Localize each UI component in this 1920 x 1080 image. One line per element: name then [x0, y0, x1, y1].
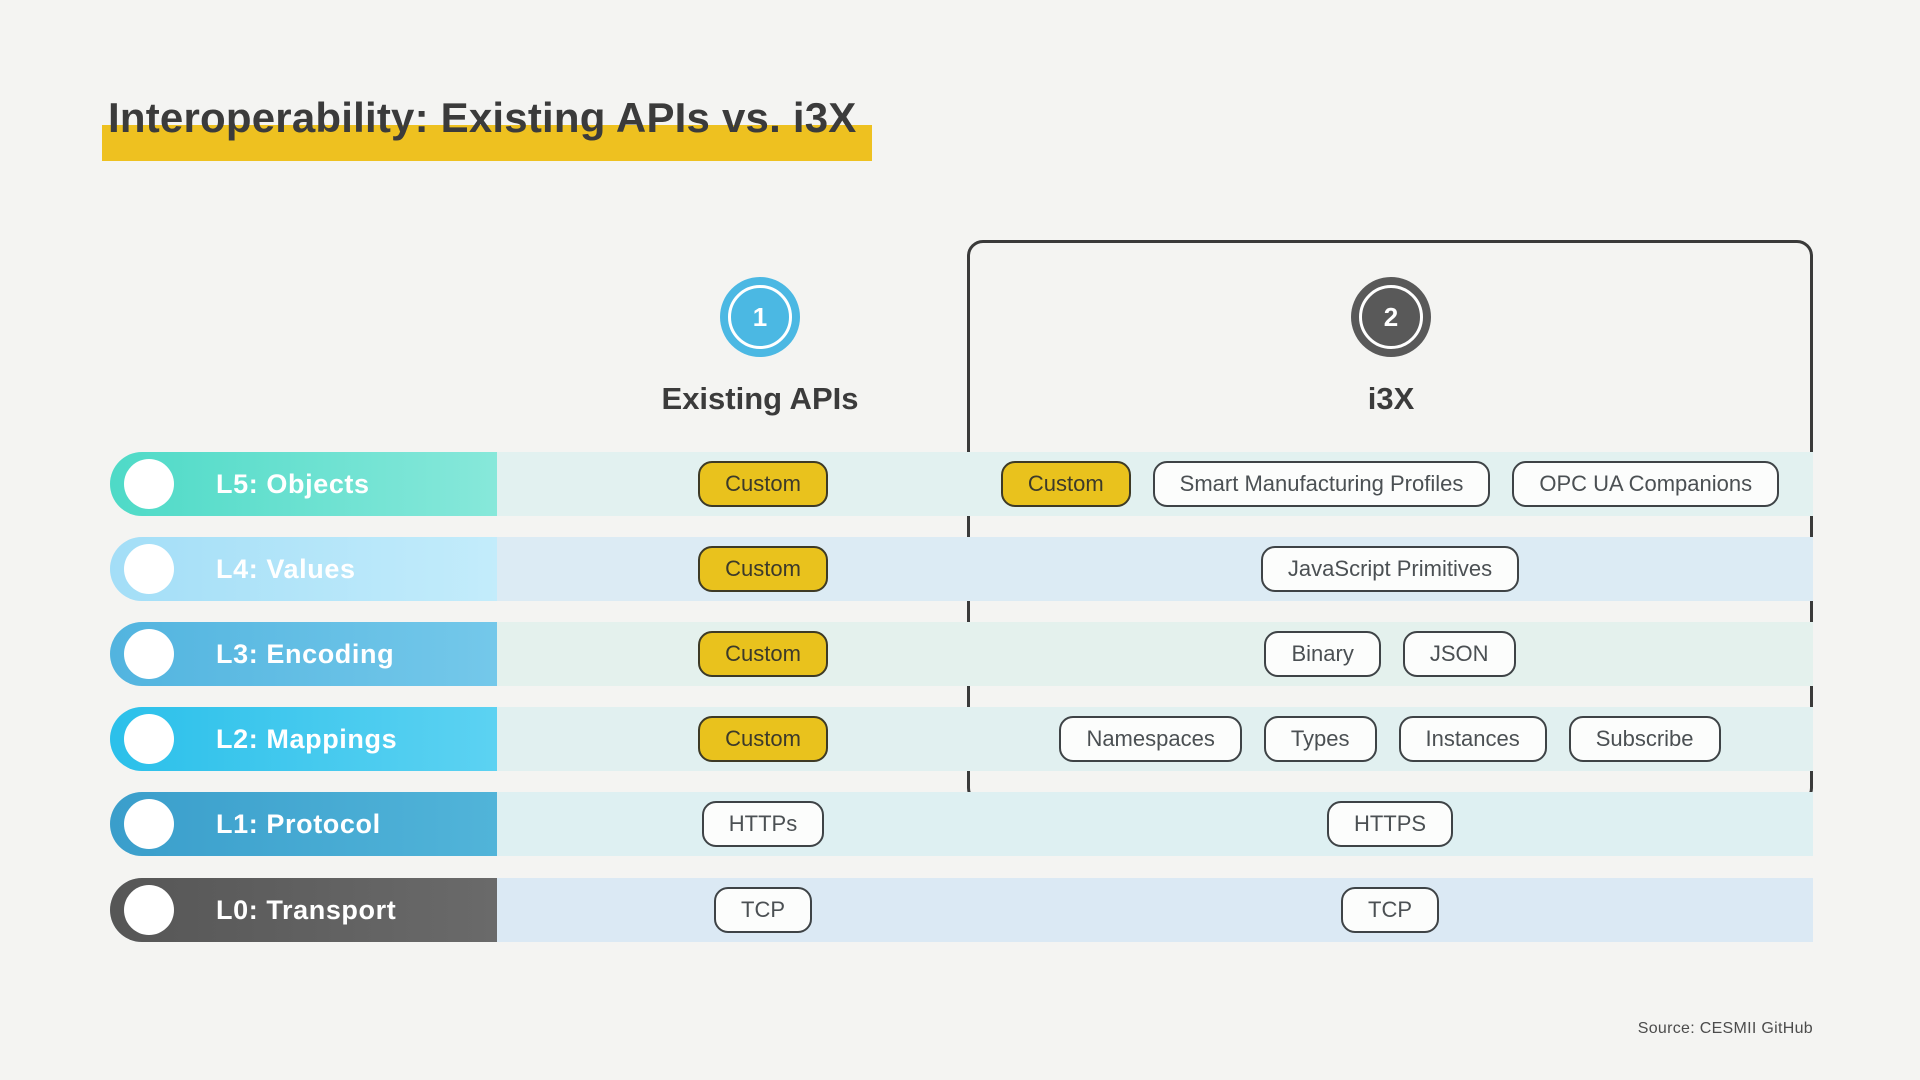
existing-apis-cell: TCP: [497, 878, 1029, 942]
page-title: Interoperability: Existing APIs vs. i3X: [108, 94, 857, 141]
badge-number: 2: [1383, 301, 1399, 332]
existing-apis-cell: Custom: [497, 537, 1029, 601]
layer-bullet-circle: [124, 714, 174, 764]
layer-bullet-circle: [124, 629, 174, 679]
column-title: i3X: [1367, 381, 1415, 416]
existing-apis-cell: Custom: [497, 452, 1029, 516]
pill-subscribe: Subscribe: [1568, 716, 1721, 762]
layer-label: L4: Values: [110, 537, 497, 601]
existing-apis-cell: HTTPs: [497, 792, 1029, 856]
source-attribution: Source: CESMII GitHub: [1637, 1020, 1813, 1037]
pill-https-existing: HTTPs: [701, 801, 825, 847]
layer-label-text: L5: Objects: [216, 468, 370, 499]
i3x-cell: JavaScript Primitives: [967, 537, 1813, 601]
pill-json: JSON: [1402, 631, 1516, 677]
i3x-cell: Binary JSON: [967, 622, 1813, 686]
column-title: Existing APIs: [661, 381, 859, 416]
pill-custom: Custom: [698, 546, 828, 592]
i3x-cell: Namespaces Types Instances Subscribe: [967, 707, 1813, 771]
pill-namespaces: Namespaces: [1059, 716, 1242, 762]
column-number-badge-2: 2: [1351, 277, 1431, 357]
layer-row-l4: L4: Values Custom JavaScript Primitives: [110, 537, 1813, 601]
column-header-existing-apis: 1 Existing APIs: [600, 277, 920, 417]
i3x-cell: Custom Smart Manufacturing Profiles OPC …: [967, 452, 1813, 516]
pill-https-i3x: HTTPS: [1326, 801, 1454, 847]
existing-apis-cell: Custom: [497, 707, 1029, 771]
title-highlight-bar: [102, 125, 873, 161]
pill-tcp-i3x: TCP: [1341, 887, 1439, 933]
layer-label-text: L3: Encoding: [216, 638, 395, 669]
layer-label-text: L1: Protocol: [216, 808, 381, 839]
layer-label: L0: Transport: [110, 878, 497, 942]
i3x-cell: HTTPS: [967, 792, 1813, 856]
layer-label: L5: Objects: [110, 452, 497, 516]
existing-apis-cell: Custom: [497, 622, 1029, 686]
badge-ring: [1359, 285, 1423, 349]
layer-row-l3: L3: Encoding Custom Binary JSON: [110, 622, 1813, 686]
layer-bullet-circle: [124, 885, 174, 935]
layer-label-text: L2: Mappings: [216, 723, 398, 754]
layer-label: L2: Mappings: [110, 707, 497, 771]
pill-types: Types: [1263, 716, 1377, 762]
layer-row-l5: L5: Objects Custom Custom Smart Manufact…: [110, 452, 1813, 516]
layer-bullet-circle: [124, 799, 174, 849]
layer-row-l1: L1: Protocol HTTPs HTTPS: [110, 792, 1813, 856]
layer-label-text: L0: Transport: [216, 894, 397, 925]
pill-custom: Custom: [698, 461, 828, 507]
pill-opc-ua-companions: OPC UA Companions: [1512, 461, 1780, 507]
pill-custom: Custom: [698, 631, 828, 677]
layer-row-l2: L2: Mappings Custom Namespaces Types Ins…: [110, 707, 1813, 771]
layer-label: L3: Encoding: [110, 622, 497, 686]
badge-number: 1: [752, 301, 768, 332]
badge-ring: [728, 285, 792, 349]
pill-javascript-primitives: JavaScript Primitives: [1260, 546, 1520, 592]
layer-label-text: L4: Values: [216, 553, 356, 584]
column-header-i3x: 2 i3X: [1231, 277, 1551, 417]
i3x-cell: TCP: [967, 878, 1813, 942]
pill-custom: Custom: [698, 716, 828, 762]
layer-bullet-circle: [124, 544, 174, 594]
layer-row-l0: L0: Transport TCP TCP: [110, 878, 1813, 942]
layer-bullet-circle: [124, 459, 174, 509]
title-block: Interoperability: Existing APIs vs. i3X: [102, 94, 873, 161]
pill-smart-manufacturing-profiles: Smart Manufacturing Profiles: [1152, 461, 1491, 507]
pill-tcp-existing: TCP: [714, 887, 812, 933]
pill-instances: Instances: [1398, 716, 1547, 762]
pill-binary: Binary: [1264, 631, 1381, 677]
pill-custom: Custom: [1000, 461, 1131, 507]
layer-label: L1: Protocol: [110, 792, 497, 856]
column-number-badge-1: 1: [720, 277, 800, 357]
